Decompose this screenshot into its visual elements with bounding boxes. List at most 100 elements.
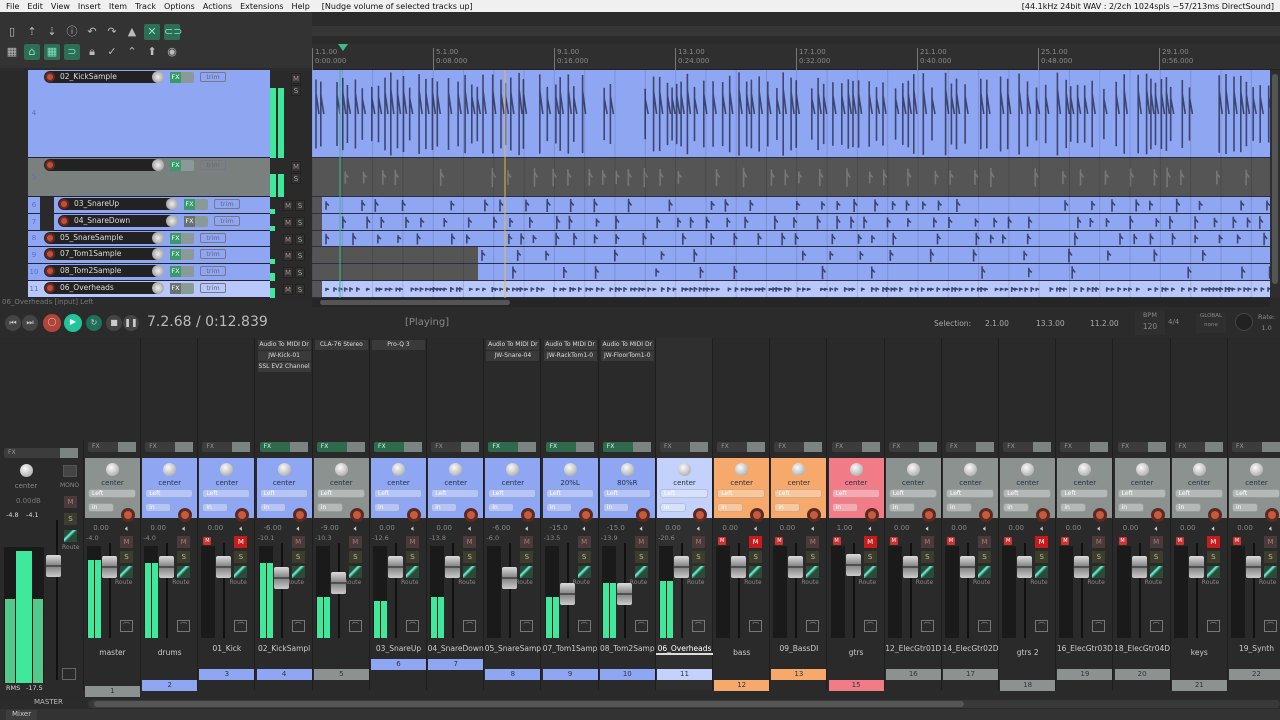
horizontal-scrollbar[interactable] — [312, 298, 1270, 307]
input-select[interactable]: Left — [717, 489, 766, 498]
fx-bypass-icon[interactable] — [1262, 442, 1280, 452]
solo-button[interactable]: S — [1264, 551, 1277, 563]
speaker-icon[interactable]: 🔈︎ — [1097, 524, 1103, 533]
fx-bypass-icon[interactable] — [289, 442, 308, 452]
route-icon[interactable] — [978, 566, 991, 578]
mute-button[interactable]: M — [283, 250, 293, 261]
solo-button[interactable]: S — [920, 551, 934, 563]
envelope-icon[interactable]: ✓ — [107, 45, 117, 58]
input-monitor-select[interactable]: in — [1174, 503, 1201, 512]
route-icon[interactable] — [177, 566, 191, 578]
speaker-icon[interactable]: 🔈︎ — [1269, 524, 1274, 533]
record-arm-icon[interactable] — [45, 72, 55, 82]
track-number-badge[interactable]: 2 — [142, 680, 198, 691]
input-monitor-select[interactable]: in — [1117, 503, 1144, 512]
repeat-button[interactable]: ↻ — [86, 315, 102, 331]
mute-button[interactable]: M — [1149, 536, 1163, 548]
track-name-field[interactable]: 06_Overheads — [44, 282, 162, 294]
solo-button[interactable]: S — [1149, 551, 1163, 563]
playrate-knob[interactable] — [1235, 313, 1253, 331]
trim-envelope-button[interactable]: trim — [214, 216, 240, 226]
edit-cursor-marker[interactable] — [338, 44, 348, 56]
record-arm-button[interactable] — [921, 508, 936, 522]
strip-name[interactable]: 03_SnareUp — [375, 644, 422, 653]
master-mute-button[interactable]: M — [64, 496, 77, 508]
selection-length[interactable]: 11.2.00 — [1090, 319, 1119, 328]
pan-knob[interactable] — [620, 463, 634, 476]
mute-button[interactable]: M — [634, 536, 648, 548]
fx-button[interactable]: FX — [259, 442, 308, 452]
solo-button[interactable]: S — [295, 284, 305, 295]
save-project-icon[interactable]: ⇣ — [47, 25, 57, 38]
record-arm-button[interactable] — [521, 508, 536, 522]
input-select[interactable]: Left — [1060, 489, 1109, 498]
input-monitor-select[interactable]: in — [202, 503, 229, 512]
solo-button[interactable]: S — [1092, 551, 1106, 563]
rate-box[interactable]: Rate: 1.0 — [1258, 313, 1275, 332]
master-trim-icon[interactable] — [62, 668, 76, 680]
fx-bypass-icon[interactable] — [518, 442, 537, 452]
fx-button[interactable]: FX — [170, 233, 194, 244]
input-monitor-select[interactable]: in — [1003, 503, 1030, 512]
volume-knob[interactable] — [152, 248, 164, 260]
time-signature[interactable]: 4/4 — [1168, 318, 1180, 326]
selection-start[interactable]: 2.1.00 — [985, 319, 1009, 328]
trim-icon[interactable]: ⌒ — [1206, 620, 1220, 632]
volume-knob[interactable] — [166, 215, 178, 227]
input-monitor-select[interactable]: in — [946, 503, 972, 512]
track-number-badge[interactable]: 17 — [943, 669, 998, 680]
speaker-icon[interactable]: 🔈︎ — [1211, 524, 1217, 533]
selection-end[interactable]: 13.3.00 — [1036, 319, 1065, 328]
trim-envelope-button[interactable]: trim — [200, 160, 226, 170]
speaker-icon[interactable]: 🔈︎ — [525, 524, 531, 533]
track-number-badge[interactable]: 7 — [428, 659, 484, 670]
mute-button[interactable]: M — [283, 200, 293, 211]
fx-bypass-icon[interactable] — [804, 442, 823, 452]
fx-bypass-icon[interactable] — [404, 442, 422, 452]
mute-button[interactable]: M — [1264, 536, 1277, 548]
record-arm-button[interactable] — [349, 508, 364, 522]
fx-button[interactable]: FX — [202, 442, 251, 452]
mute-button[interactable]: M — [283, 217, 293, 228]
track-number-badge[interactable]: 15 — [828, 680, 884, 691]
upload-icon[interactable]: ⬆ — [147, 45, 157, 58]
input-select[interactable]: Left — [202, 489, 251, 498]
track-number-badge[interactable]: 5 — [313, 669, 369, 680]
pan-knob[interactable] — [563, 463, 577, 476]
pan-knob[interactable] — [277, 463, 291, 476]
input-monitor-select[interactable]: in — [545, 503, 572, 512]
speaker-icon[interactable]: 🔈︎ — [468, 524, 473, 533]
volume-fader[interactable] — [102, 556, 117, 578]
record-arm-icon[interactable] — [59, 216, 69, 226]
volume-fader[interactable] — [559, 583, 575, 605]
input-select[interactable]: Left — [774, 489, 823, 498]
route-icon[interactable] — [1264, 566, 1277, 578]
record-arm-button[interactable] — [178, 508, 193, 522]
fx-button[interactable]: FX — [316, 442, 365, 452]
mute-button[interactable]: M — [920, 536, 934, 548]
record-arm-button[interactable] — [578, 508, 593, 522]
solo-button[interactable]: S — [295, 267, 305, 278]
new-project-icon[interactable]: ▯ — [8, 25, 16, 38]
speaker-icon[interactable]: 🔈︎ — [697, 524, 702, 533]
track-number-badge[interactable]: 11 — [657, 669, 712, 680]
trim-icon[interactable]: ⌒ — [634, 620, 648, 632]
input-select[interactable]: Left — [1117, 489, 1166, 498]
input-select[interactable]: Left — [1003, 489, 1052, 498]
trim-icon[interactable]: ⌒ — [920, 620, 934, 632]
speaker-icon[interactable]: 🔈︎ — [239, 524, 245, 533]
fx-button[interactable]: FX — [1232, 442, 1280, 452]
mute-button[interactable]: M — [177, 536, 191, 548]
pan-knob[interactable] — [792, 463, 806, 476]
strip-name[interactable]: 19_Synth — [1239, 644, 1274, 653]
solo-button[interactable]: S — [291, 85, 301, 96]
track-row[interactable]: 05_SnareSample FX trim — [40, 231, 270, 247]
track-row[interactable]: 07_Tom1Sample FX trim — [40, 247, 270, 264]
route-icon[interactable] — [120, 566, 133, 578]
pan-knob[interactable] — [1078, 463, 1092, 476]
input-select[interactable]: Left — [374, 489, 422, 498]
input-select[interactable]: Left — [1174, 489, 1223, 498]
strip-name[interactable]: master — [99, 648, 126, 657]
speaker-icon[interactable]: 🔈︎ — [983, 524, 988, 533]
fx-bypass-icon[interactable] — [632, 442, 651, 452]
